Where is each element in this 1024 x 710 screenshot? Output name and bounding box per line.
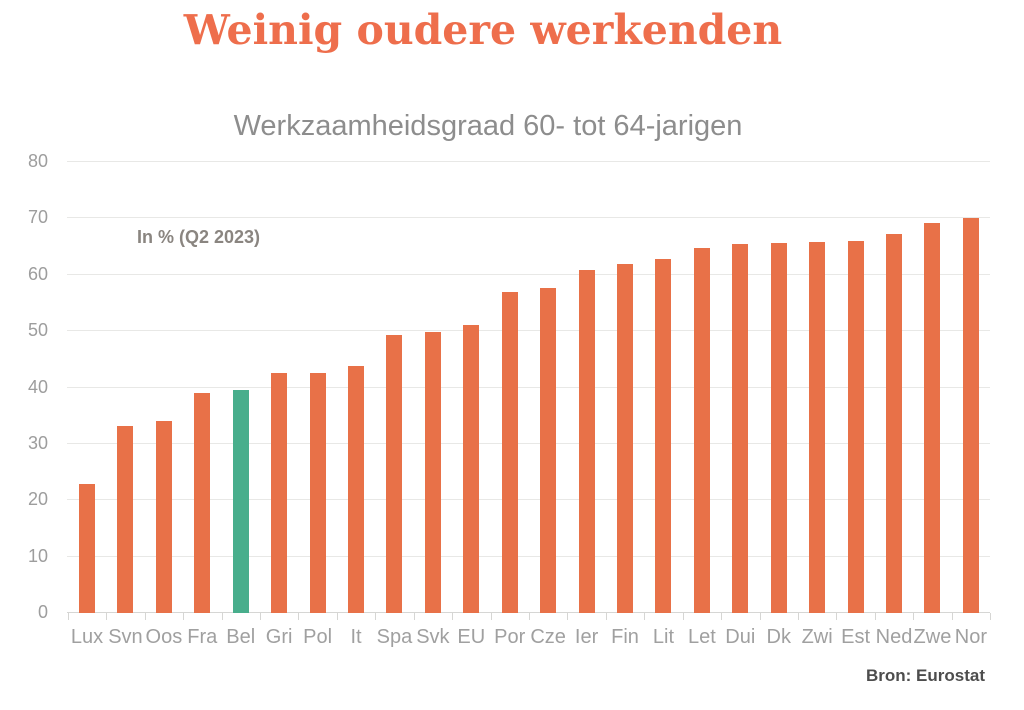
x-axis-tick bbox=[336, 613, 338, 620]
x-axis-tick bbox=[913, 613, 915, 620]
gridline-40 bbox=[67, 386, 990, 388]
x-axis-tick bbox=[836, 613, 838, 620]
x-axis-tick bbox=[567, 613, 569, 620]
chart-subtitle: Werkzaamheidsgraad 60- tot 64-jarigen bbox=[233, 110, 743, 142]
x-axis-tick bbox=[413, 613, 415, 620]
x-axis-label-svn: Svn bbox=[108, 626, 143, 648]
x-axis-label-spa: Spa bbox=[376, 626, 413, 648]
bar-dui bbox=[732, 244, 749, 613]
source-label: Bron: Eurostat bbox=[866, 666, 985, 685]
bar-bel bbox=[232, 390, 249, 613]
gridline-80 bbox=[67, 161, 990, 162]
gridline-60 bbox=[67, 273, 990, 275]
x-axis-label-nor: Nor bbox=[954, 626, 987, 648]
y-axis-label-80: 80 bbox=[27, 151, 48, 171]
bar-pol bbox=[309, 373, 326, 613]
page-title: Weinig oudere werkenden bbox=[183, 6, 783, 54]
x-axis-tick bbox=[375, 613, 377, 620]
x-axis-label-fra: Fra bbox=[187, 626, 218, 648]
x-axis-tick bbox=[721, 613, 723, 620]
x-axis-label-cze: Cze bbox=[530, 626, 566, 648]
bar-por bbox=[501, 292, 518, 613]
x-axis-label-let: Let bbox=[687, 626, 716, 648]
unit-annotation: In % (Q2 2023) bbox=[137, 227, 261, 247]
bar-lit bbox=[655, 259, 672, 613]
bar-cze bbox=[540, 288, 557, 613]
bar-zwe bbox=[924, 223, 941, 613]
x-axis-label-ned: Ned bbox=[875, 626, 913, 648]
y-axis-label-10: 10 bbox=[27, 545, 48, 566]
x-axis-tick bbox=[221, 613, 223, 620]
bar-fra bbox=[194, 393, 211, 613]
bar-ned bbox=[886, 234, 903, 613]
bar-lux bbox=[79, 484, 95, 613]
x-axis-label-gri: Gri bbox=[265, 626, 293, 648]
y-axis-label-60: 60 bbox=[27, 263, 48, 284]
bar-fin bbox=[617, 264, 634, 613]
x-axis-tick bbox=[682, 613, 684, 620]
y-axis-label-70: 70 bbox=[27, 207, 48, 228]
y-axis-label-30: 30 bbox=[27, 432, 48, 453]
bar-est bbox=[847, 241, 864, 613]
x-axis-label-bel: Bel bbox=[226, 626, 256, 648]
x-axis-tick bbox=[528, 613, 530, 620]
x-axis-label-fin: Fin bbox=[611, 626, 639, 648]
x-axis-label-lux: Lux bbox=[70, 626, 104, 648]
x-axis-tick bbox=[759, 613, 761, 620]
gridline-70 bbox=[67, 217, 990, 219]
x-axis-label-it: It bbox=[350, 626, 362, 648]
bar-let bbox=[693, 248, 710, 613]
x-axis-tick bbox=[452, 613, 454, 620]
y-axis-label-40: 40 bbox=[27, 376, 48, 397]
x-axis-tick bbox=[259, 613, 261, 620]
x-axis-tick bbox=[490, 613, 492, 620]
gridline-20 bbox=[67, 499, 990, 501]
x-axis-tick bbox=[144, 613, 146, 620]
y-axis-label-50: 50 bbox=[27, 320, 48, 341]
x-axis-label-svk: Svk bbox=[416, 626, 450, 648]
x-axis-label-pol: Pol bbox=[303, 626, 333, 648]
x-axis-tick bbox=[644, 613, 646, 620]
x-axis-label-oos: Oos bbox=[145, 626, 183, 648]
x-axis-tick bbox=[951, 613, 953, 620]
gridline-10 bbox=[67, 555, 990, 557]
x-axis-label-zwe: Zwe bbox=[913, 626, 952, 648]
x-axis-label-est: Est bbox=[841, 626, 871, 648]
x-axis-line bbox=[67, 612, 990, 613]
x-axis-tick bbox=[67, 613, 69, 620]
x-axis-tick bbox=[298, 613, 300, 620]
bar-ier bbox=[578, 270, 595, 613]
x-axis-tick bbox=[874, 613, 876, 620]
x-axis-tick bbox=[183, 613, 185, 620]
bar-eu bbox=[463, 325, 480, 613]
bar-it bbox=[348, 366, 364, 613]
y-axis-label-20: 20 bbox=[27, 489, 48, 510]
gridline-30 bbox=[67, 442, 990, 444]
bar-svn bbox=[117, 426, 134, 613]
x-axis-label-zwi: Zwi bbox=[801, 626, 833, 648]
bar-gri bbox=[271, 373, 288, 613]
bar-oos bbox=[155, 421, 172, 613]
x-axis-label-ier: Ier bbox=[574, 626, 599, 648]
x-axis-tick bbox=[990, 613, 992, 620]
x-axis-tick bbox=[605, 613, 607, 620]
bar-svk bbox=[424, 332, 441, 613]
x-axis-label-por: Por bbox=[494, 626, 526, 648]
bar-dk bbox=[770, 243, 787, 613]
x-axis-tick bbox=[797, 613, 799, 620]
x-axis-label-lit: Lit bbox=[652, 626, 674, 648]
bar-spa bbox=[386, 335, 403, 613]
x-axis-tick bbox=[106, 613, 108, 620]
bar-zwi bbox=[809, 242, 826, 613]
bar-chart-plot: 0 10 20 30 40 50 60 70 80 Lux Svn Oos Fra Bel Gri Pol It… bbox=[28, 151, 992, 648]
y-axis-label-0: 0 bbox=[37, 602, 48, 622]
x-axis-label-dui: Dui bbox=[725, 626, 756, 648]
gridline-50 bbox=[67, 330, 990, 332]
x-axis-label-dk: Dk bbox=[766, 626, 791, 648]
bar-nor bbox=[962, 218, 979, 613]
x-axis-label-eu: EU bbox=[457, 626, 486, 648]
